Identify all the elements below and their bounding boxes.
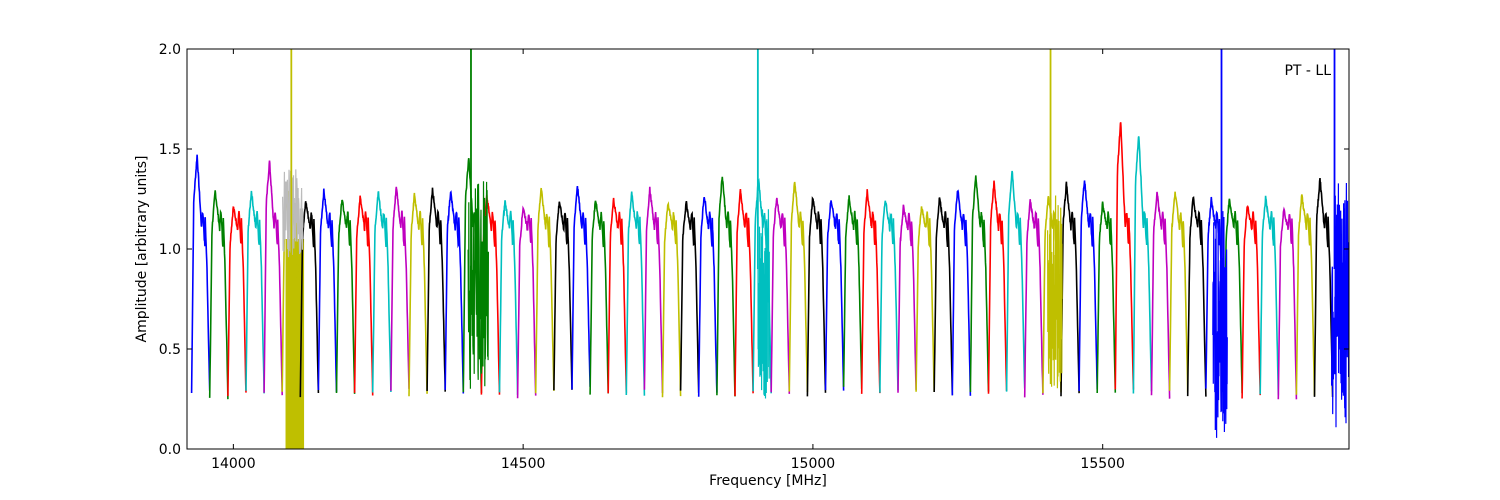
channel-trace bbox=[1132, 136, 1153, 394]
noise-trace bbox=[1212, 211, 1228, 438]
channel-trace bbox=[915, 206, 935, 393]
channel-trace bbox=[679, 200, 700, 393]
channel-trace bbox=[408, 192, 428, 397]
channel-trace bbox=[227, 206, 247, 397]
channel-trace bbox=[353, 195, 374, 396]
channel-trace bbox=[1023, 199, 1044, 398]
x-tick-label: 14000 bbox=[211, 456, 256, 472]
channel-trace bbox=[969, 175, 990, 393]
x-tick-label: 15500 bbox=[1080, 456, 1125, 472]
channel-trace bbox=[1150, 191, 1171, 399]
y-tick-label: 1.5 bbox=[159, 142, 181, 158]
channel-trace bbox=[951, 189, 972, 396]
channel-trace bbox=[1277, 206, 1298, 400]
channel-trace bbox=[1096, 201, 1117, 394]
channel-trace bbox=[245, 190, 265, 394]
x-tick-label: 15000 bbox=[791, 456, 836, 472]
channel-trace bbox=[1078, 180, 1098, 392]
x-axis-label: Frequency [MHz] bbox=[709, 473, 827, 489]
channel-trace bbox=[1168, 191, 1189, 393]
noise-trace bbox=[282, 169, 304, 258]
channel-trace bbox=[263, 160, 283, 396]
channel-trace bbox=[1005, 170, 1026, 392]
channel-trace bbox=[734, 189, 754, 397]
channel-trace bbox=[426, 187, 446, 392]
channel-trace bbox=[1259, 195, 1280, 396]
channel-trace bbox=[335, 199, 356, 394]
tick-group: 14000 14500 15000 15500 0.0 0.5 1.0 1.5 2.0 bbox=[159, 42, 1349, 472]
channel-trace bbox=[444, 190, 465, 394]
channel-trace bbox=[190, 154, 211, 394]
channel-trace bbox=[933, 197, 954, 396]
legend-annotation: PT - LL bbox=[1284, 63, 1331, 79]
plot-data bbox=[190, 49, 1349, 449]
channel-trace bbox=[589, 200, 609, 395]
y-tick-label: 0.5 bbox=[159, 342, 181, 358]
noise-trace bbox=[757, 209, 771, 399]
channel-trace bbox=[788, 181, 809, 393]
channel-trace bbox=[390, 186, 410, 391]
x-tick-label: 14500 bbox=[501, 456, 546, 472]
channel-trace bbox=[1241, 204, 1261, 399]
channel-trace bbox=[860, 189, 881, 394]
channel-trace bbox=[553, 201, 573, 391]
y-tick-label: 1.0 bbox=[159, 242, 181, 258]
noise-trace bbox=[1330, 182, 1349, 428]
rfi-filled-block bbox=[285, 239, 305, 449]
channel-trace bbox=[607, 197, 628, 394]
channel-trace bbox=[516, 205, 537, 399]
y-tick-label: 0.0 bbox=[159, 442, 181, 458]
channel-trace bbox=[643, 186, 664, 394]
y-axis-label: Amplitude [arbitrary units] bbox=[134, 156, 150, 343]
channel-trace bbox=[299, 201, 320, 398]
channel-trace bbox=[697, 196, 718, 397]
channel-trace bbox=[498, 200, 519, 395]
channel-trace bbox=[371, 191, 392, 393]
channel-trace bbox=[842, 195, 863, 389]
channel-trace bbox=[824, 200, 845, 391]
channel-trace bbox=[1186, 196, 1207, 397]
channel-trace bbox=[716, 176, 736, 397]
y-tick-label: 2.0 bbox=[159, 42, 181, 58]
channel-trace bbox=[1114, 122, 1135, 390]
channel-trace bbox=[1313, 178, 1334, 398]
channel-trace bbox=[571, 186, 591, 390]
channel-trace bbox=[806, 196, 827, 397]
channel-trace bbox=[1223, 198, 1243, 394]
channel-trace bbox=[897, 204, 917, 393]
channel-trace bbox=[317, 188, 338, 392]
channel-trace bbox=[879, 200, 899, 393]
channel-trace bbox=[1060, 181, 1080, 397]
channel-trace bbox=[625, 191, 646, 396]
channel-trace bbox=[661, 201, 682, 398]
channel-trace bbox=[1295, 194, 1316, 396]
channel-trace bbox=[987, 180, 1008, 394]
channel-trace bbox=[770, 197, 791, 394]
channel-trace bbox=[534, 187, 555, 394]
channel-trace bbox=[208, 190, 229, 400]
